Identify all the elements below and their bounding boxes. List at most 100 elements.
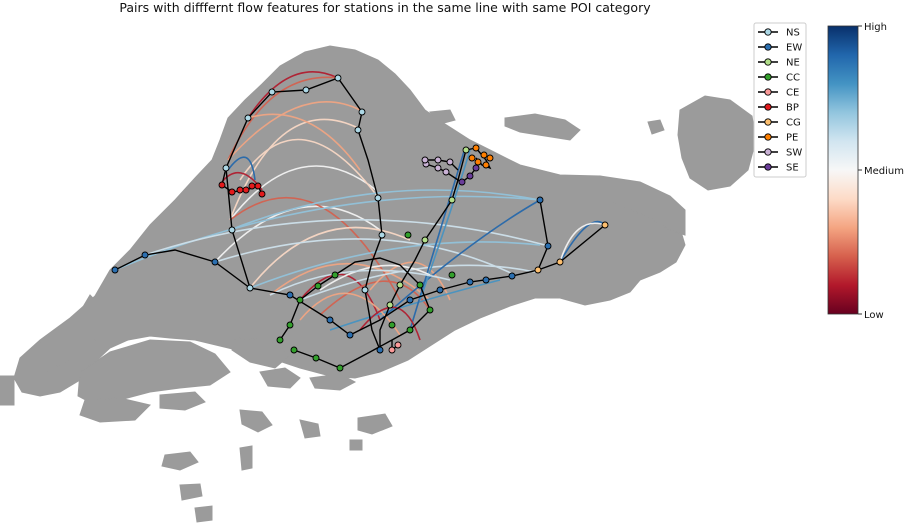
legend-marker-swatch [764, 43, 772, 51]
station-cc [388, 321, 396, 329]
ns-line [225, 77, 383, 351]
station-ew [466, 278, 474, 286]
legend-item-ns: NS [758, 28, 800, 39]
legend-label: SE [786, 163, 799, 174]
station-sw [442, 168, 450, 176]
flow-arc [299, 264, 536, 301]
flow-arc [249, 241, 541, 289]
station-pe [474, 158, 482, 166]
legend-item-ne: NE [758, 58, 800, 69]
station-cc [314, 282, 322, 290]
small-islet-north [429, 109, 456, 125]
legend-item-pe: PE [758, 133, 798, 144]
station-ew [508, 272, 516, 280]
station-bp [258, 190, 266, 198]
station-ce [388, 346, 396, 354]
sentosa [309, 373, 357, 391]
flow-arc [359, 306, 421, 341]
colorbar-high-label: High [864, 22, 887, 33]
station-se [472, 164, 480, 172]
station-ne [396, 281, 404, 289]
flow-arc [227, 101, 361, 161]
pulau-tekong [677, 95, 757, 191]
legend-marker-swatch [764, 163, 772, 171]
legend-item-bp: BP [758, 103, 799, 114]
station-ew [482, 276, 490, 284]
station-ns [222, 164, 230, 172]
station-bp [218, 181, 226, 189]
flow-arc [214, 238, 516, 276]
station-ns [354, 126, 362, 134]
legend-item-cg: CG [758, 118, 801, 129]
station-ns [374, 194, 382, 202]
station-ew [211, 258, 219, 266]
station-pe [482, 161, 490, 169]
station-se [466, 172, 474, 180]
station-ew [141, 251, 149, 259]
station-bp [254, 182, 262, 190]
station-sw [421, 156, 429, 164]
ne-line [379, 149, 467, 350]
station-cc [290, 346, 298, 354]
flow-arc [249, 226, 411, 289]
station-ns [358, 108, 366, 116]
station-pe [480, 151, 488, 159]
east-coast-strip [599, 175, 686, 236]
station-ew [406, 296, 414, 304]
station-ne [462, 146, 470, 154]
station-ns [246, 284, 254, 292]
station-cc [331, 271, 339, 279]
flow-arc [239, 138, 381, 201]
legend: NS EW NE CC CE BP CG PE SW SE [753, 22, 807, 178]
station-ns [228, 226, 236, 234]
southern-island-7 [357, 413, 393, 435]
colorbar: High Medium Low [827, 22, 904, 321]
legend-label: NE [786, 58, 800, 69]
legend-marker-swatch [764, 88, 772, 96]
station-cg [601, 221, 609, 229]
flow-arc [409, 147, 466, 331]
southern-island-2 [159, 391, 206, 411]
legend-item-se: SE [758, 163, 799, 174]
flow-arc [229, 189, 541, 231]
station-bp [242, 186, 250, 194]
legend-item-cc: CC [758, 73, 800, 84]
station-bp [228, 188, 236, 196]
station-sw [446, 158, 454, 166]
station-pe [468, 154, 476, 162]
land-layer [0, 45, 757, 523]
station-cc [276, 336, 284, 344]
flow-arc [379, 199, 541, 321]
legend-marker-swatch [764, 148, 772, 156]
southern-island-12 [349, 439, 363, 451]
legend-marker-swatch [764, 103, 772, 111]
southern-island-9 [239, 445, 253, 471]
station-cc [416, 281, 424, 289]
station-ns [378, 231, 386, 239]
southern-island-5 [239, 409, 273, 433]
flow-arc [114, 195, 541, 271]
station-ns [361, 286, 369, 294]
station-ns [244, 114, 252, 122]
flow-arc [247, 113, 361, 171]
legend-item-ce: CE [758, 88, 799, 99]
flow-arc [419, 149, 471, 301]
station-ns [334, 74, 342, 82]
station-ns [268, 88, 276, 96]
station-ce [394, 341, 402, 349]
station-cc [336, 364, 344, 372]
station-pe [486, 154, 494, 162]
legend-item-ew: EW [758, 43, 802, 54]
station-cg [534, 266, 542, 274]
southern-island-3 [231, 337, 291, 369]
rail-lines [114, 77, 606, 369]
station-pe [472, 144, 480, 152]
colorbar-medium-label: Medium [864, 166, 904, 177]
flow-arc [319, 264, 431, 291]
station-ew [111, 266, 119, 274]
legend-marker-swatch [764, 73, 772, 81]
colorbar-gradient [827, 25, 859, 315]
flow-arc [559, 222, 606, 263]
legend-label: PE [786, 133, 798, 144]
station-cc [296, 296, 304, 304]
